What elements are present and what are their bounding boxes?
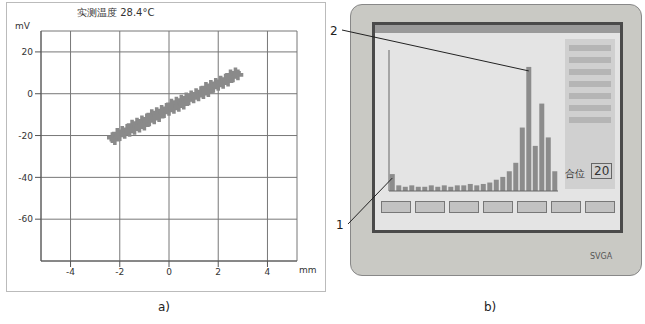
svg-text:20: 20 [22,47,34,57]
html-text:b): b) [484,300,497,314]
svg-text:0: 0 [166,267,172,277]
html-text:mV: mV [15,21,30,31]
svg-text:-60: -60 [18,214,33,224]
html-text:2: 2 [330,24,338,38]
html-text:实测温度 28.4°C: 实测温度 28.4°C [77,7,155,18]
svg-text:-40: -40 [18,173,33,183]
svg-text:0: 0 [27,89,33,99]
svg-text:-20: -20 [18,131,33,141]
html-text:a): a) [158,300,170,314]
html-text:1: 1 [336,218,344,232]
svg-text:-2: -2 [115,267,124,277]
svg-text:2: 2 [215,267,221,277]
svg-text:-4: -4 [66,267,75,277]
html-text:mm: mm [299,265,317,275]
html-text:20: 20 [594,164,610,178]
html-text:SVGA: SVGA [590,252,613,261]
svg-text:4: 4 [265,267,271,277]
html-text:合位: 合位 [565,168,585,179]
